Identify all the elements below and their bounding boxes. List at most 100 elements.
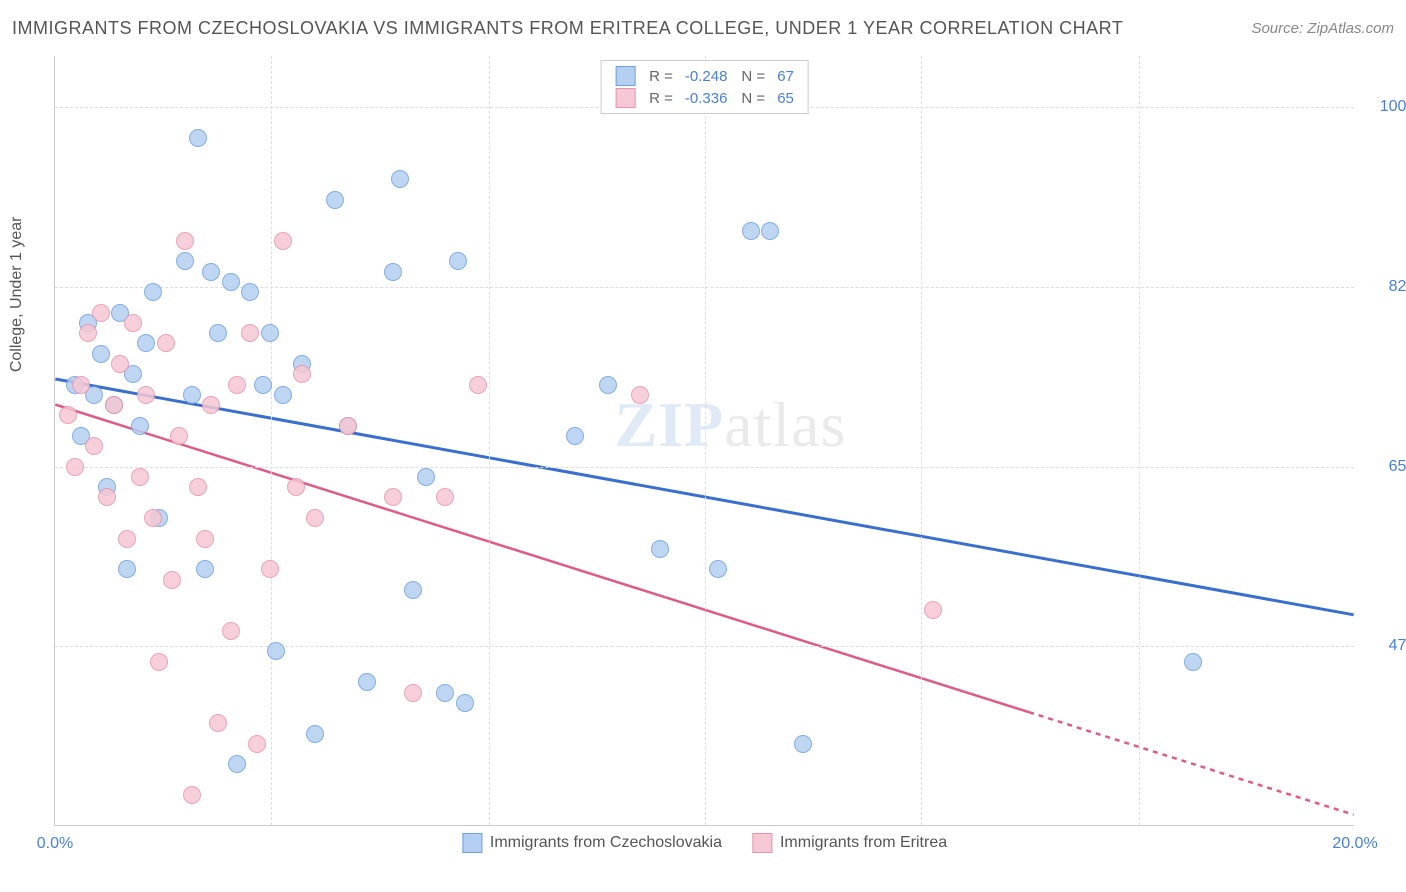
scatter-point xyxy=(742,222,760,240)
scatter-point xyxy=(124,314,142,332)
gridline-vertical xyxy=(705,56,706,825)
stat-r-value: -0.336 xyxy=(685,90,728,107)
scatter-point xyxy=(1184,653,1202,671)
stat-r-value: -0.248 xyxy=(685,68,728,85)
chart-title: IMMIGRANTS FROM CZECHOSLOVAKIA VS IMMIGR… xyxy=(12,18,1123,39)
scatter-point xyxy=(651,540,669,558)
scatter-point xyxy=(287,478,305,496)
scatter-point xyxy=(183,786,201,804)
scatter-point xyxy=(157,334,175,352)
scatter-point xyxy=(306,509,324,527)
scatter-point xyxy=(196,530,214,548)
scatter-point xyxy=(436,488,454,506)
scatter-point xyxy=(222,622,240,640)
legend-swatch-icon xyxy=(462,833,482,853)
scatter-point xyxy=(449,252,467,270)
scatter-point xyxy=(248,735,266,753)
scatter-point xyxy=(131,468,149,486)
stats-row-series-2: R = -0.336 N = 65 xyxy=(615,87,794,109)
watermark: ZIPatlas xyxy=(614,388,846,462)
scatter-point xyxy=(261,324,279,342)
stat-n-value: 65 xyxy=(777,90,794,107)
y-tick-label: 47.5% xyxy=(1364,637,1406,655)
x-tick-label: 0.0% xyxy=(37,835,73,853)
scatter-point xyxy=(66,458,84,476)
scatter-point xyxy=(144,283,162,301)
scatter-point xyxy=(79,324,97,342)
scatter-point xyxy=(391,170,409,188)
scatter-point xyxy=(326,191,344,209)
scatter-point xyxy=(924,601,942,619)
scatter-point xyxy=(202,263,220,281)
scatter-point xyxy=(404,684,422,702)
scatter-point xyxy=(241,324,259,342)
scatter-point xyxy=(131,417,149,435)
scatter-point xyxy=(274,232,292,250)
stats-row-series-1: R = -0.248 N = 67 xyxy=(615,65,794,87)
source-label: Source: ZipAtlas.com xyxy=(1251,20,1394,37)
scatter-point xyxy=(436,684,454,702)
gridline-vertical xyxy=(489,56,490,825)
gridline-vertical xyxy=(271,56,272,825)
scatter-point xyxy=(59,406,77,424)
scatter-point xyxy=(631,386,649,404)
chart-plot-area: ZIPatlas R = -0.248 N = 67 R = -0.336 N … xyxy=(54,56,1354,826)
scatter-point xyxy=(98,488,116,506)
scatter-point xyxy=(228,755,246,773)
scatter-point xyxy=(176,252,194,270)
y-tick-label: 82.5% xyxy=(1364,278,1406,296)
scatter-point xyxy=(384,263,402,281)
stat-n-label: N = xyxy=(741,68,765,85)
legend-swatch-icon xyxy=(615,66,635,86)
scatter-point xyxy=(118,560,136,578)
scatter-point xyxy=(566,427,584,445)
scatter-point xyxy=(761,222,779,240)
scatter-point xyxy=(469,376,487,394)
scatter-point xyxy=(189,478,207,496)
scatter-point xyxy=(176,232,194,250)
scatter-point xyxy=(85,437,103,455)
scatter-point xyxy=(137,386,155,404)
scatter-point xyxy=(293,365,311,383)
scatter-point xyxy=(150,653,168,671)
gridline-vertical xyxy=(921,56,922,825)
scatter-point xyxy=(144,509,162,527)
scatter-point xyxy=(209,324,227,342)
scatter-point xyxy=(384,488,402,506)
y-tick-label: 65.0% xyxy=(1364,458,1406,476)
scatter-point xyxy=(202,396,220,414)
scatter-point xyxy=(709,560,727,578)
scatter-point xyxy=(417,468,435,486)
gridline-vertical xyxy=(1139,56,1140,825)
scatter-point xyxy=(92,345,110,363)
bottom-legend: Immigrants from Czechoslovakia Immigrant… xyxy=(462,833,947,853)
legend-swatch-icon xyxy=(615,88,635,108)
scatter-point xyxy=(105,396,123,414)
legend-swatch-icon xyxy=(752,833,772,853)
scatter-point xyxy=(794,735,812,753)
scatter-point xyxy=(111,355,129,373)
stat-r-label: R = xyxy=(649,68,673,85)
legend-item-series-2: Immigrants from Eritrea xyxy=(752,833,947,853)
scatter-point xyxy=(228,376,246,394)
legend-item-series-1: Immigrants from Czechoslovakia xyxy=(462,833,722,853)
scatter-point xyxy=(163,571,181,589)
legend-label: Immigrants from Czechoslovakia xyxy=(490,834,722,852)
scatter-point xyxy=(170,427,188,445)
scatter-point xyxy=(456,694,474,712)
scatter-point xyxy=(137,334,155,352)
scatter-point xyxy=(339,417,357,435)
scatter-point xyxy=(274,386,292,404)
scatter-point xyxy=(261,560,279,578)
scatter-point xyxy=(222,273,240,291)
stats-legend-box: R = -0.248 N = 67 R = -0.336 N = 65 xyxy=(600,60,809,114)
scatter-point xyxy=(92,304,110,322)
stat-r-label: R = xyxy=(649,90,673,107)
scatter-point xyxy=(118,530,136,548)
scatter-point xyxy=(209,714,227,732)
scatter-point xyxy=(404,581,422,599)
y-axis-title: College, Under 1 year xyxy=(8,216,26,372)
scatter-point xyxy=(358,673,376,691)
scatter-point xyxy=(254,376,272,394)
scatter-point xyxy=(306,725,324,743)
